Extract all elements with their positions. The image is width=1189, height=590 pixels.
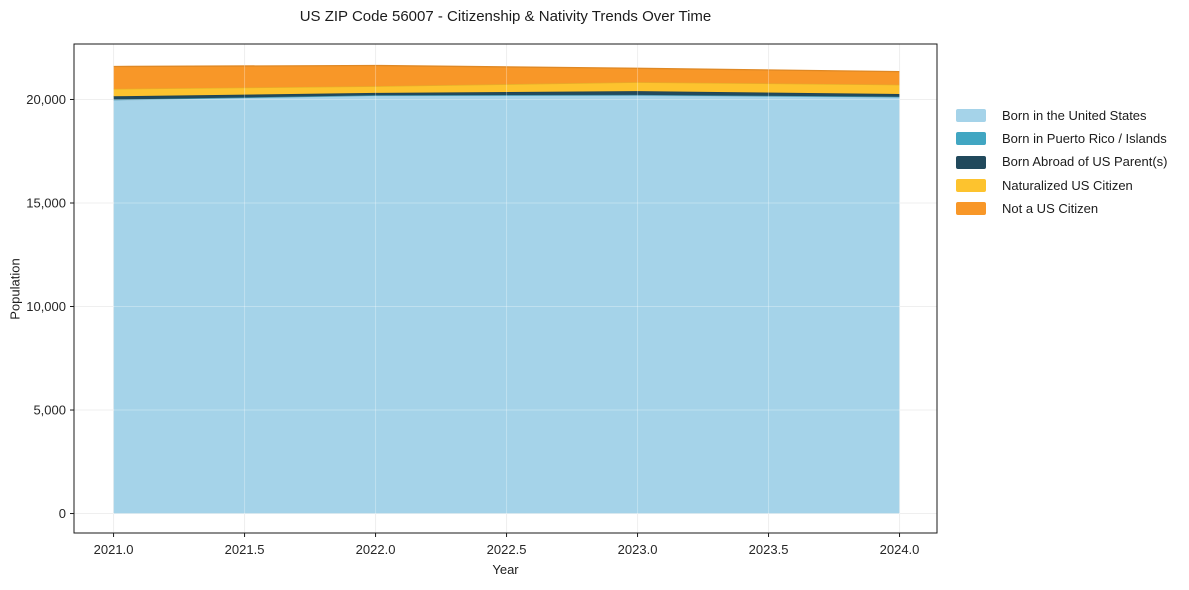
area-born-in-the-united-states (113, 95, 900, 514)
legend-item-naturalized: Naturalized US Citizen (956, 174, 1167, 197)
area-top-edge-born-in-puerto-rico-islands (113, 94, 900, 101)
y-tick-label: 10,000 (26, 299, 66, 314)
legend-label: Naturalized US Citizen (1002, 177, 1133, 193)
x-tick-label: 2024.0 (880, 542, 920, 557)
x-tick-label: 2021.0 (94, 542, 134, 557)
area-top-edge-not-a-us-citizen (113, 64, 900, 73)
y-axis-ticks: 0 5,000 10,000 15,000 20,000 (26, 92, 74, 521)
legend-item-born-abroad: Born Abroad of US Parent(s) (956, 151, 1167, 174)
legend-label: Not a US Citizen (1002, 200, 1099, 216)
y-tick-label: 15,000 (26, 195, 66, 210)
legend-swatch-born-in-us-icon (956, 109, 986, 123)
legend-item-not-citizen: Not a US Citizen (956, 197, 1167, 220)
x-tick-label: 2023.0 (618, 542, 658, 557)
legend-label: Born Abroad of US Parent(s) (1002, 154, 1168, 170)
x-tick-label: 2022.0 (356, 542, 396, 557)
x-axis-label: Year (492, 562, 519, 577)
y-axis-label: Population (7, 258, 23, 320)
y-tick-label: 5,000 (33, 403, 66, 418)
chart-title: US ZIP Code 56007 - Citizenship & Nativi… (299, 8, 712, 25)
grid-overlay (74, 44, 937, 533)
area-naturalized-us-citizen (113, 82, 900, 97)
legend-label: Born in the United States (1002, 107, 1147, 123)
legend: Born in the United States Born in Puerto… (956, 104, 1167, 220)
x-axis-ticks: 2021.0 2021.5 2022.0 2022.5 2023.0 2023.5 2024… (94, 533, 920, 557)
legend-swatch-born-abroad-icon (956, 155, 986, 169)
legend-item-born-in-us: Born in the United States (956, 104, 1167, 127)
legend-label: Born in Puerto Rico / Islands (1002, 130, 1167, 146)
legend-swatch-naturalized-icon (956, 179, 986, 193)
stacked-areas (113, 64, 900, 514)
legend-item-born-puerto-rico: Born in Puerto Rico / Islands (956, 127, 1167, 150)
y-tick-label: 20,000 (26, 92, 66, 107)
x-tick-label: 2021.5 (225, 542, 265, 557)
x-tick-label: 2022.5 (487, 542, 527, 557)
area-born-abroad-of-us-parent-s (113, 91, 900, 100)
y-tick-label: 0 (59, 506, 66, 521)
x-tick-label: 2023.5 (749, 542, 789, 557)
area-not-a-us-citizen (113, 65, 900, 89)
legend-swatch-not-citizen-icon (956, 202, 986, 216)
axis-spines (73, 43, 938, 534)
legend-swatch-born-puerto-rico-icon (956, 132, 986, 146)
